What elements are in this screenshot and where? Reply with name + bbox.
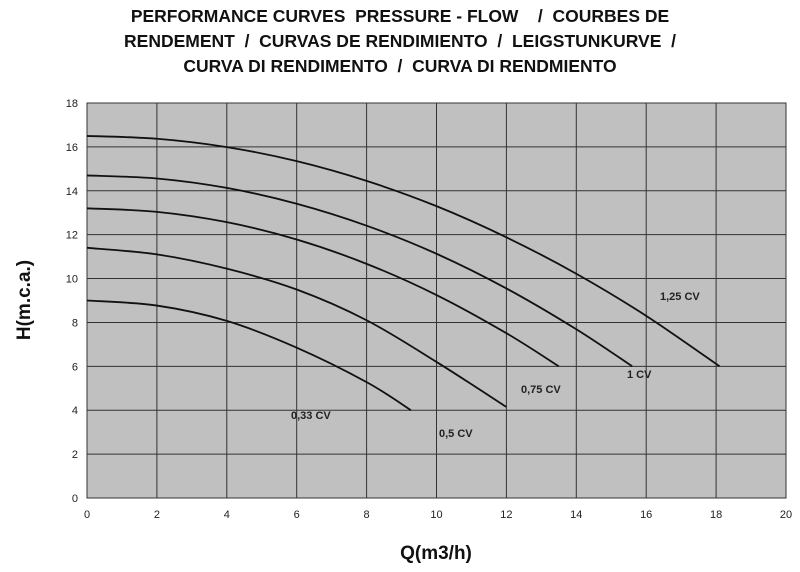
series-label: 1 CV [627, 369, 652, 381]
x-tick-label: 16 [640, 509, 652, 521]
series-labels: 1,25 CV 1 CV 0,75 CV 0,5 CV 0,33 CV [291, 291, 700, 440]
x-axis-label: Q(m3/h) [400, 543, 472, 564]
y-tick-label: 14 [66, 186, 78, 198]
series-lines [86, 135, 721, 411]
y-tick-label: 10 [66, 274, 78, 286]
series-label: 0,5 CV [439, 428, 473, 440]
x-tick-label: 2 [154, 509, 160, 521]
y-tick-label: 4 [72, 405, 78, 417]
chart-title: PERFORMANCE CURVES PRESSURE - FLOW / COU… [0, 4, 800, 79]
y-tick-label: 12 [66, 230, 78, 242]
series-line-125CV [86, 135, 721, 368]
x-tick-label: 12 [500, 509, 512, 521]
y-axis-label: H(m.c.a.) [14, 260, 35, 340]
x-tick-label: 18 [710, 509, 722, 521]
x-ticks: 0 2 4 6 8 10 12 14 16 18 20 [84, 509, 792, 521]
grid [86, 102, 787, 499]
series-line-05CV [86, 246, 507, 408]
title-line-3: CURVA DI RENDIMENTO / CURVA DI RENDMIENT… [183, 56, 617, 76]
series-label: 0,75 CV [521, 384, 561, 396]
x-tick-label: 8 [364, 509, 370, 521]
y-tick-label: 6 [72, 361, 78, 373]
y-tick-label: 2 [72, 449, 78, 461]
x-tick-label: 20 [780, 509, 792, 521]
series-label: 0,33 CV [291, 410, 331, 422]
x-tick-label: 10 [430, 509, 442, 521]
y-tick-label: 16 [66, 142, 78, 154]
series-label: 1,25 CV [660, 291, 700, 303]
y-tick-label: 18 [66, 98, 78, 110]
x-tick-label: 4 [224, 509, 230, 521]
series-line-1CV [86, 174, 633, 368]
x-tick-label: 14 [570, 509, 582, 521]
title-line-1: PERFORMANCE CURVES PRESSURE - FLOW / COU… [130, 6, 670, 26]
title-line-2: RENDEMENT / CURVAS DE RENDIMIENTO / LEIG… [124, 31, 676, 51]
series-line-033CV [86, 299, 412, 411]
x-tick-label: 6 [294, 509, 300, 521]
series-line-075CV [86, 207, 560, 368]
y-tick-label: 0 [72, 493, 78, 505]
y-ticks: 0 2 4 6 8 10 12 14 16 18 [66, 98, 78, 505]
y-tick-label: 8 [72, 317, 78, 329]
x-tick-label: 0 [84, 509, 90, 521]
